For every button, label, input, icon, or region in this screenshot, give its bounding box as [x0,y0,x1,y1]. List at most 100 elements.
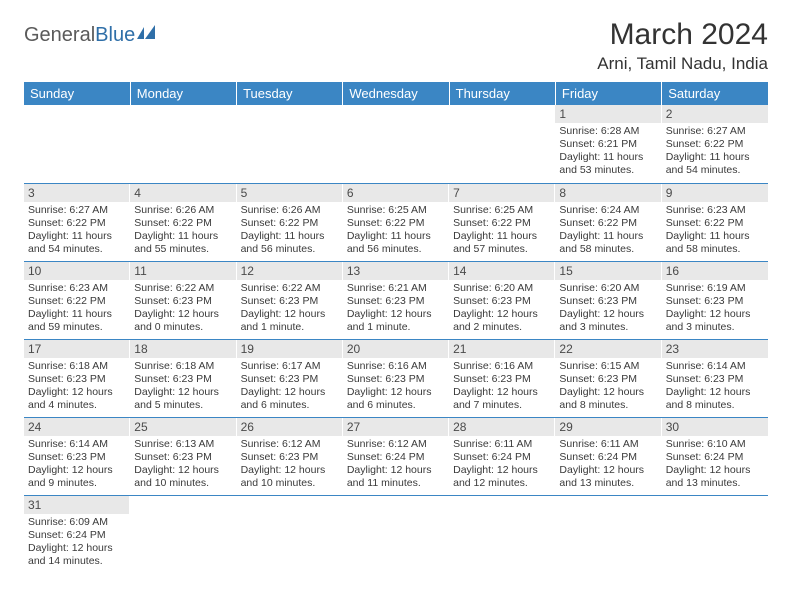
day-content: Sunrise: 6:12 AMSunset: 6:24 PMDaylight:… [343,436,449,495]
sunrise-text: Sunrise: 6:12 AM [241,438,339,451]
calendar-week-row: 17Sunrise: 6:18 AMSunset: 6:23 PMDayligh… [24,339,768,417]
sunrise-text: Sunrise: 6:23 AM [28,282,126,295]
daylight-text: Daylight: 11 hours and 56 minutes. [347,230,445,256]
flag-icon [137,25,159,46]
day-content: Sunrise: 6:22 AMSunset: 6:23 PMDaylight:… [130,280,236,339]
daylight-text: Daylight: 12 hours and 9 minutes. [28,464,126,490]
day-content: Sunrise: 6:10 AMSunset: 6:24 PMDaylight:… [662,436,768,495]
day-number: 2 [662,105,768,123]
sunset-text: Sunset: 6:22 PM [241,217,339,230]
daylight-text: Daylight: 12 hours and 1 minute. [347,308,445,334]
calendar-day-cell: 9Sunrise: 6:23 AMSunset: 6:22 PMDaylight… [662,183,768,261]
daylight-text: Daylight: 11 hours and 57 minutes. [453,230,551,256]
calendar-day-cell: 24Sunrise: 6:14 AMSunset: 6:23 PMDayligh… [24,417,130,495]
day-number [24,105,130,109]
day-number: 7 [449,184,555,202]
day-content: Sunrise: 6:16 AMSunset: 6:23 PMDaylight:… [449,358,555,417]
daylight-text: Daylight: 12 hours and 12 minutes. [453,464,551,490]
sunrise-text: Sunrise: 6:15 AM [559,360,657,373]
day-content: Sunrise: 6:25 AMSunset: 6:22 PMDaylight:… [343,202,449,261]
day-content: Sunrise: 6:18 AMSunset: 6:23 PMDaylight:… [24,358,130,417]
day-content: Sunrise: 6:09 AMSunset: 6:24 PMDaylight:… [24,514,130,573]
calendar-day-cell: 20Sunrise: 6:16 AMSunset: 6:23 PMDayligh… [343,339,449,417]
calendar-day-cell: 18Sunrise: 6:18 AMSunset: 6:23 PMDayligh… [130,339,236,417]
sunrise-text: Sunrise: 6:27 AM [28,204,126,217]
calendar-day-cell: 4Sunrise: 6:26 AMSunset: 6:22 PMDaylight… [130,183,236,261]
day-number: 20 [343,340,449,358]
weekday-header: Friday [555,82,661,105]
day-content: Sunrise: 6:24 AMSunset: 6:22 PMDaylight:… [555,202,661,261]
calendar-day-cell [237,495,343,573]
day-content: Sunrise: 6:11 AMSunset: 6:24 PMDaylight:… [555,436,661,495]
day-number: 23 [662,340,768,358]
daylight-text: Daylight: 12 hours and 14 minutes. [28,542,126,568]
daylight-text: Daylight: 11 hours and 59 minutes. [28,308,126,334]
day-content: Sunrise: 6:20 AMSunset: 6:23 PMDaylight:… [449,280,555,339]
sunset-text: Sunset: 6:23 PM [347,373,445,386]
day-number: 4 [130,184,236,202]
calendar-week-row: 3Sunrise: 6:27 AMSunset: 6:22 PMDaylight… [24,183,768,261]
sunset-text: Sunset: 6:23 PM [134,451,232,464]
day-content: Sunrise: 6:11 AMSunset: 6:24 PMDaylight:… [449,436,555,495]
weekday-header: Sunday [24,82,130,105]
sunrise-text: Sunrise: 6:13 AM [134,438,232,451]
day-number: 16 [662,262,768,280]
day-number: 11 [130,262,236,280]
sunrise-text: Sunrise: 6:26 AM [241,204,339,217]
daylight-text: Daylight: 12 hours and 7 minutes. [453,386,551,412]
day-content: Sunrise: 6:28 AMSunset: 6:21 PMDaylight:… [555,123,661,182]
weekday-header: Monday [130,82,236,105]
calendar-day-cell: 26Sunrise: 6:12 AMSunset: 6:23 PMDayligh… [237,417,343,495]
calendar-day-cell: 13Sunrise: 6:21 AMSunset: 6:23 PMDayligh… [343,261,449,339]
sunrise-text: Sunrise: 6:25 AM [347,204,445,217]
sunset-text: Sunset: 6:23 PM [347,295,445,308]
calendar-day-cell: 27Sunrise: 6:12 AMSunset: 6:24 PMDayligh… [343,417,449,495]
sunrise-text: Sunrise: 6:11 AM [559,438,657,451]
daylight-text: Daylight: 12 hours and 8 minutes. [559,386,657,412]
sunrise-text: Sunrise: 6:11 AM [453,438,551,451]
weekday-header: Thursday [449,82,555,105]
calendar-day-cell: 7Sunrise: 6:25 AMSunset: 6:22 PMDaylight… [449,183,555,261]
daylight-text: Daylight: 11 hours and 54 minutes. [666,151,764,177]
day-content: Sunrise: 6:14 AMSunset: 6:23 PMDaylight:… [662,358,768,417]
day-number [237,496,343,500]
logo: GeneralBlue [24,24,159,47]
day-content: Sunrise: 6:27 AMSunset: 6:22 PMDaylight:… [662,123,768,182]
calendar-day-cell: 3Sunrise: 6:27 AMSunset: 6:22 PMDaylight… [24,183,130,261]
day-content: Sunrise: 6:18 AMSunset: 6:23 PMDaylight:… [130,358,236,417]
day-number [130,105,236,109]
daylight-text: Daylight: 11 hours and 53 minutes. [559,151,657,177]
day-number: 13 [343,262,449,280]
daylight-text: Daylight: 12 hours and 13 minutes. [559,464,657,490]
sunrise-text: Sunrise: 6:28 AM [559,125,657,138]
sunset-text: Sunset: 6:23 PM [134,295,232,308]
daylight-text: Daylight: 12 hours and 11 minutes. [347,464,445,490]
daylight-text: Daylight: 12 hours and 8 minutes. [666,386,764,412]
daylight-text: Daylight: 11 hours and 54 minutes. [28,230,126,256]
title-block: March 2024 Arni, Tamil Nadu, India [597,18,768,74]
sunset-text: Sunset: 6:23 PM [453,295,551,308]
daylight-text: Daylight: 12 hours and 10 minutes. [134,464,232,490]
sunrise-text: Sunrise: 6:22 AM [241,282,339,295]
day-content: Sunrise: 6:23 AMSunset: 6:22 PMDaylight:… [24,280,130,339]
sunrise-text: Sunrise: 6:16 AM [453,360,551,373]
sunset-text: Sunset: 6:22 PM [666,138,764,151]
day-number: 15 [555,262,661,280]
sunset-text: Sunset: 6:23 PM [241,373,339,386]
sunset-text: Sunset: 6:23 PM [666,295,764,308]
day-number: 18 [130,340,236,358]
calendar-week-row: 10Sunrise: 6:23 AMSunset: 6:22 PMDayligh… [24,261,768,339]
sunrise-text: Sunrise: 6:20 AM [559,282,657,295]
day-content: Sunrise: 6:26 AMSunset: 6:22 PMDaylight:… [130,202,236,261]
day-number: 10 [24,262,130,280]
sunset-text: Sunset: 6:23 PM [559,295,657,308]
logo-text-blue: Blue [95,24,135,46]
sunset-text: Sunset: 6:22 PM [134,217,232,230]
weekday-header: Tuesday [237,82,343,105]
calendar-day-cell: 17Sunrise: 6:18 AMSunset: 6:23 PMDayligh… [24,339,130,417]
daylight-text: Daylight: 12 hours and 3 minutes. [559,308,657,334]
sunset-text: Sunset: 6:23 PM [28,451,126,464]
weekday-header: Saturday [662,82,768,105]
sunrise-text: Sunrise: 6:27 AM [666,125,764,138]
day-number: 8 [555,184,661,202]
